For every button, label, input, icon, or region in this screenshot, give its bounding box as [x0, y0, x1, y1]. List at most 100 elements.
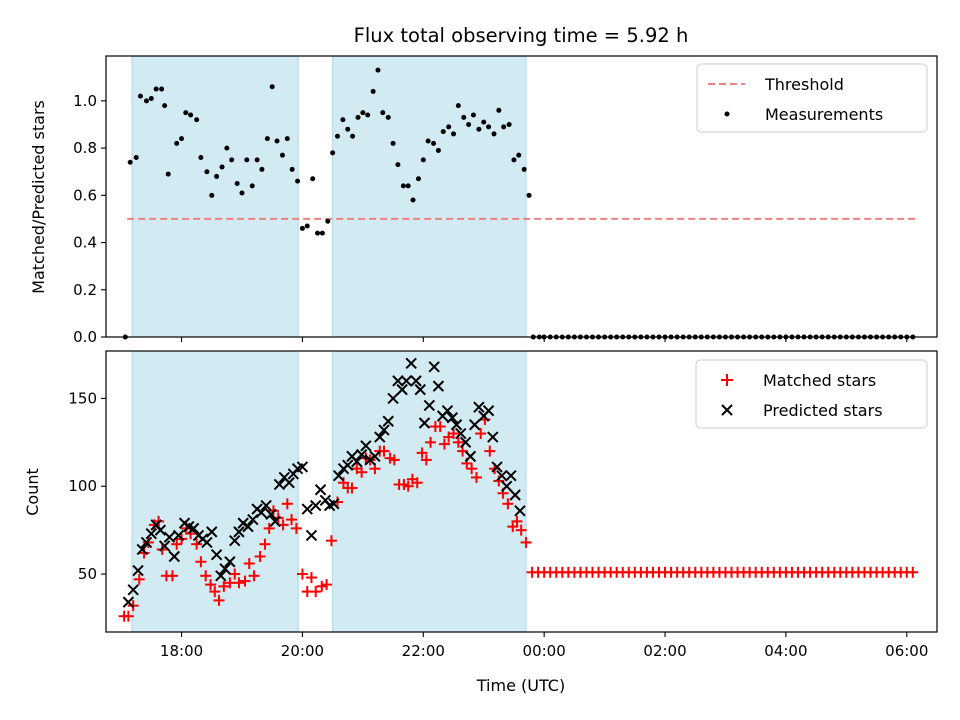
- predicted-star-point: [455, 427, 467, 440]
- measurement-point: [526, 192, 532, 198]
- predicted-star-point: [328, 498, 340, 510]
- y-tick-label: 0.2: [73, 281, 97, 299]
- matched-star-point: [411, 477, 423, 489]
- matched-star-point: [243, 558, 255, 570]
- matched-star-point: [438, 438, 450, 450]
- measurement-point: [405, 183, 411, 189]
- measurement-point: [470, 112, 476, 118]
- y-tick-label: 0.6: [73, 186, 97, 204]
- measurement-point: [264, 136, 270, 142]
- count-legend: Matched stars Predicted stars: [695, 359, 928, 429]
- predicted-star-point: [163, 531, 176, 543]
- observing-window-1: [131, 55, 299, 338]
- matched-star-point: [321, 579, 333, 591]
- measurement-point: [390, 140, 396, 146]
- measurement-point: [304, 223, 310, 229]
- matched-star-point: [290, 522, 302, 534]
- observing-window-2: [332, 55, 527, 338]
- legend-measurements-label: Measurements: [765, 105, 883, 124]
- predicted-star-point: [410, 375, 422, 387]
- legend-predicted-label: Predicted stars: [763, 401, 883, 420]
- matched-star-point: [281, 498, 293, 510]
- measurement-point: [511, 157, 517, 163]
- predicted-star-point: [351, 455, 363, 468]
- measurement-point: [279, 152, 285, 158]
- predicted-star-point: [418, 417, 431, 429]
- matched-star-point: [254, 550, 266, 562]
- matched-star-point: [185, 528, 197, 540]
- measurement-point: [269, 84, 275, 90]
- predicted-star-point: [360, 440, 372, 452]
- matched-star-point: [171, 538, 183, 550]
- measurement-point: [183, 110, 189, 116]
- predicted-star-point: [219, 563, 231, 575]
- matched-star-point: [122, 610, 134, 622]
- y-tick-label: 0.0: [73, 328, 97, 346]
- matched-star-point: [195, 556, 207, 568]
- matched-star-point: [286, 514, 298, 526]
- x-tick-label: 04:00: [764, 642, 807, 660]
- measurement-point: [481, 119, 487, 125]
- legend-threshold-label: Threshold: [764, 75, 844, 94]
- matched-star-point: [239, 575, 251, 587]
- matched-star-point: [209, 586, 221, 598]
- measurement-point: [274, 138, 280, 144]
- measurement-point: [385, 114, 391, 120]
- measurement-point: [501, 124, 507, 130]
- measurement-point: [420, 157, 426, 163]
- predicted-stars-series: [122, 357, 526, 608]
- predicted-star-point: [392, 375, 404, 387]
- predicted-star-point: [310, 499, 322, 512]
- measurement-point: [162, 103, 168, 109]
- matched-star-point: [229, 568, 241, 580]
- measurement-point: [219, 164, 225, 170]
- matched-star-point: [200, 570, 212, 582]
- measurement-point: [325, 218, 331, 224]
- measurement-point: [380, 110, 386, 116]
- measurement-point: [289, 166, 295, 172]
- matched-star-point: [259, 538, 271, 550]
- matched-star-point: [233, 577, 245, 589]
- y-tick-label: 0.8: [73, 139, 97, 157]
- predicted-star-point: [378, 424, 390, 436]
- predicted-star-point: [265, 508, 277, 521]
- predicted-star-point: [387, 392, 399, 405]
- predicted-star-point: [342, 459, 354, 471]
- predicted-star-point: [432, 380, 445, 392]
- x-tick-label: 22:00: [402, 642, 445, 660]
- predicted-star-point: [473, 401, 485, 413]
- y-tick-label: 50: [78, 565, 97, 583]
- ratio-y-ticks: 0.0 0.2 0.4 0.6 0.8 1.0: [73, 92, 106, 346]
- predicted-star-point: [305, 529, 318, 542]
- measurement-point: [254, 157, 260, 163]
- predicted-star-point: [260, 499, 272, 512]
- measurement-point: [506, 121, 512, 127]
- x-tick-label: 18:00: [160, 642, 203, 660]
- predicted-star-point: [122, 596, 135, 608]
- measurement-point: [143, 98, 149, 104]
- measurement-point: [431, 140, 437, 146]
- matched-star-point: [218, 580, 230, 592]
- matched-star-point: [325, 535, 337, 547]
- matched-star-point: [475, 428, 487, 440]
- observing-windows-top: [131, 55, 527, 338]
- ratio-legend-box: [696, 63, 928, 133]
- measurement-point: [365, 112, 371, 118]
- matched-star-point: [502, 498, 514, 510]
- ratio-panel: 0.0 0.2 0.4 0.6 0.8 1.0 Matched/Predicted sta…: [29, 55, 938, 346]
- measurement-point: [521, 166, 527, 172]
- predicted-star-point: [242, 520, 254, 533]
- predicted-star-point: [233, 526, 245, 538]
- predicted-star-point: [127, 584, 139, 596]
- predicted-star-point: [400, 375, 413, 387]
- x-axis-label: Time (UTC): [476, 676, 565, 695]
- measurement-point: [194, 117, 200, 123]
- matched-star-point: [402, 480, 414, 492]
- measurement-point: [127, 159, 133, 165]
- matched-star-point: [907, 566, 919, 578]
- measurement-point: [295, 178, 301, 184]
- y-tick-label: 1.0: [73, 92, 97, 110]
- predicted-star-point: [491, 461, 503, 473]
- predicted-star-point: [145, 527, 158, 540]
- measurement-point: [461, 114, 467, 120]
